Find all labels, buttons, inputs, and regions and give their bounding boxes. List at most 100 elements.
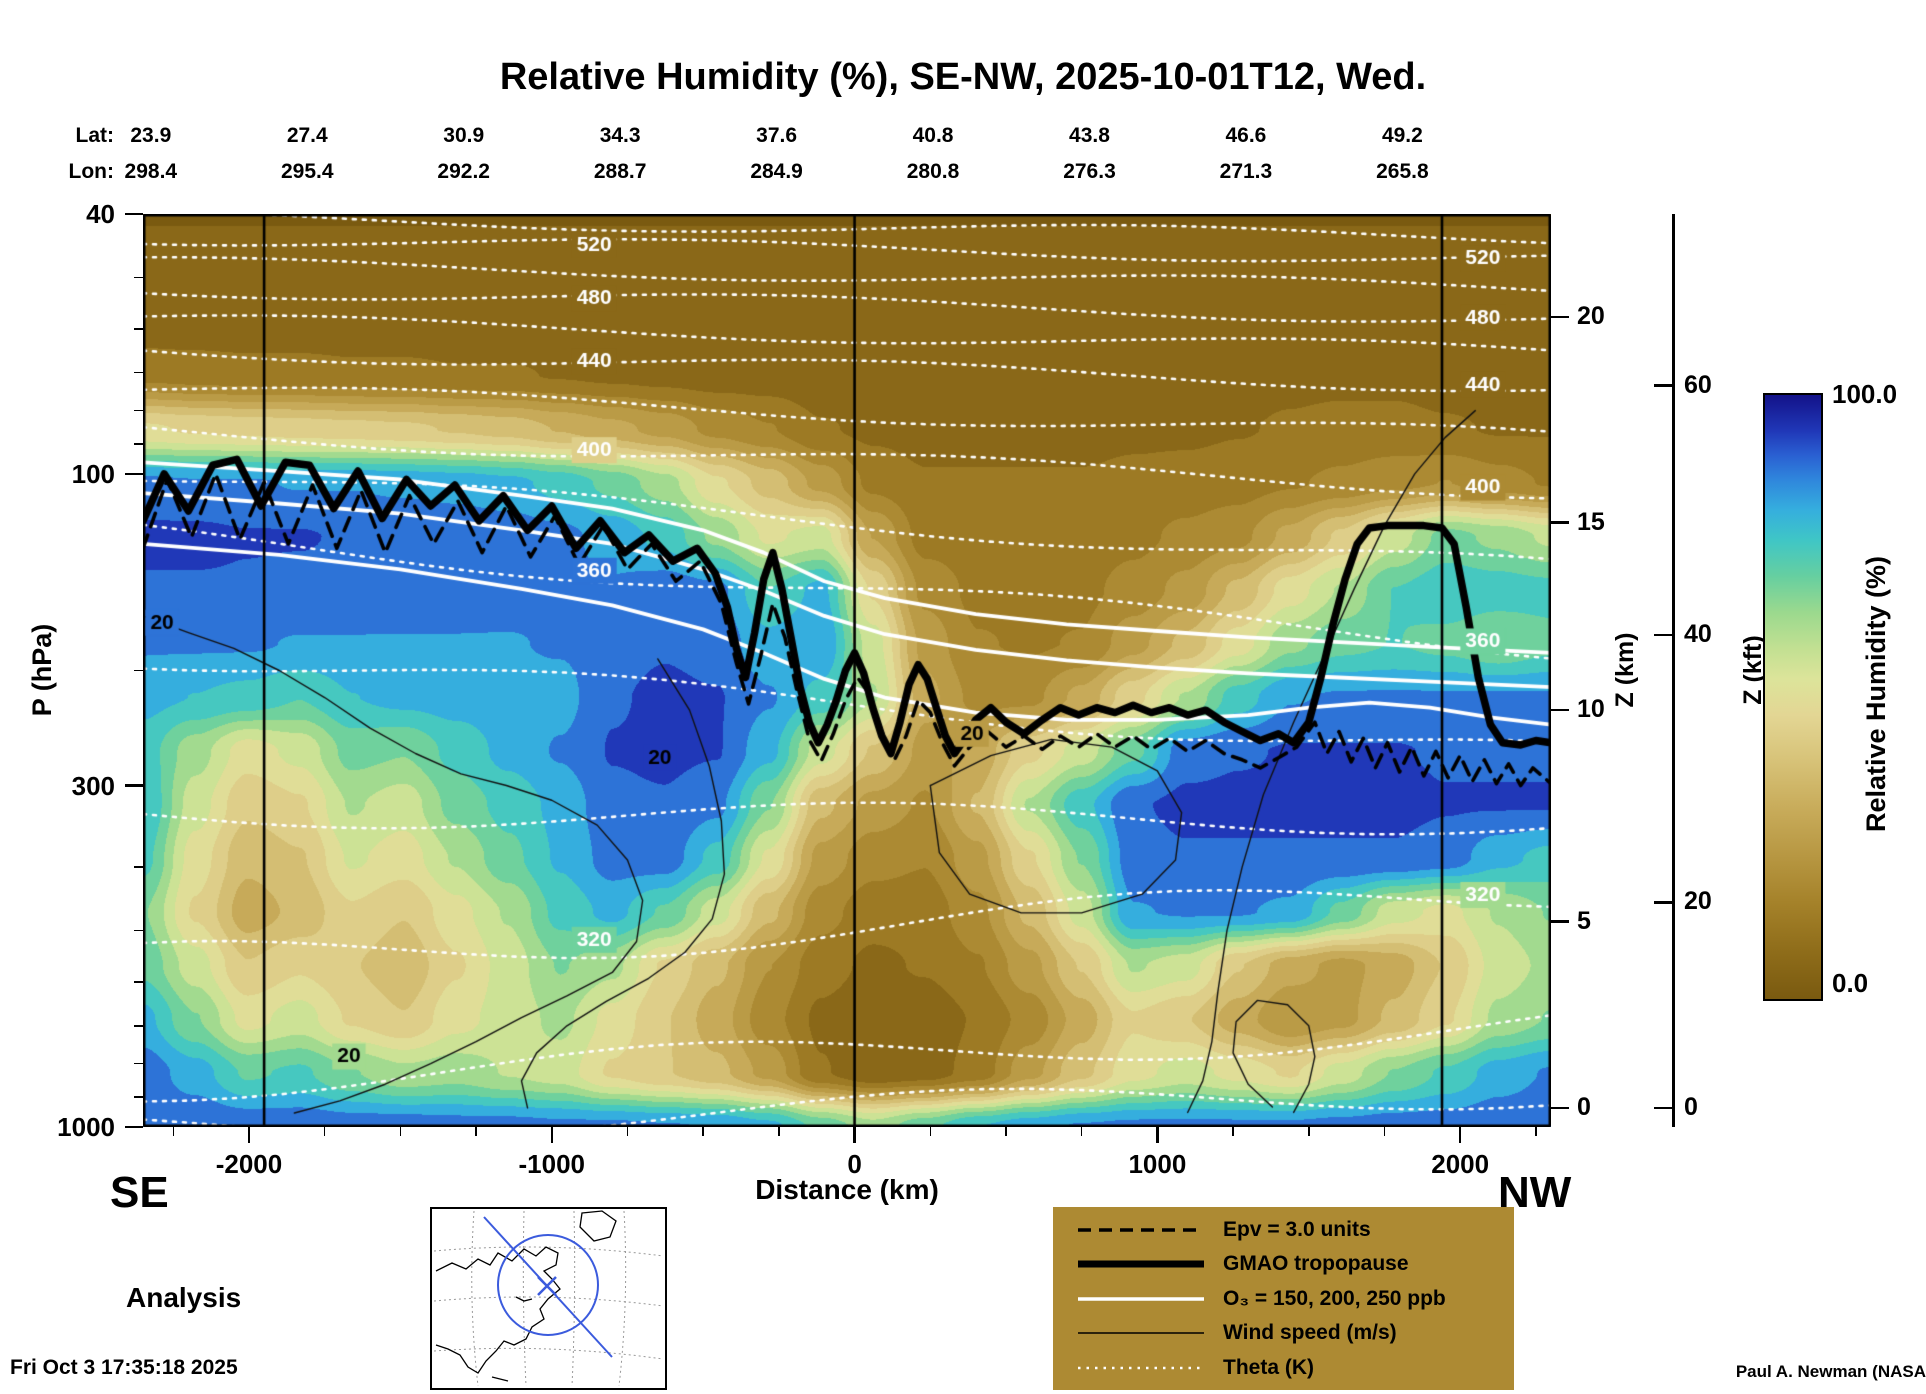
distance-tick-label: 0	[847, 1149, 862, 1179]
z-kft-axis-line	[1672, 214, 1675, 1127]
distance-tick-label: -1000	[518, 1149, 586, 1179]
pressure-minor-tick	[134, 981, 143, 983]
pressure-tick-label: 100	[71, 458, 115, 489]
pressure-tick	[125, 784, 143, 787]
distance-minor-tick	[702, 1127, 704, 1136]
pressure-minor-tick	[134, 443, 143, 445]
distance-minor-tick	[1535, 1127, 1537, 1136]
z-kft-tick	[1654, 384, 1672, 387]
distance-tick-label: 2000	[1431, 1149, 1490, 1179]
waypoint-lat-label: 27.4	[286, 124, 328, 147]
z-km-tick-label: 5	[1577, 906, 1591, 935]
pressure-minor-tick	[134, 409, 143, 412]
distance-minor-tick	[626, 1127, 629, 1136]
z-km-tick	[1551, 1106, 1569, 1110]
z-kft-tick	[1654, 1106, 1672, 1110]
waypoint-lat-label: 49.2	[1381, 124, 1423, 147]
pressure-tick	[125, 472, 143, 476]
pressure-tick-label: 300	[71, 770, 115, 801]
distance-tick	[550, 1127, 554, 1143]
lon-row-label: Lon:	[68, 160, 114, 183]
distance-minor-tick	[1308, 1127, 1310, 1136]
legend-item: O₃ = 150, 200, 250 ppb	[1075, 1287, 1514, 1311]
waypoint-lon-label: 280.8	[906, 160, 960, 183]
lat-row-label: Lat:	[75, 124, 115, 147]
legend-line-sample	[1078, 1366, 1204, 1369]
legend-item-label: O₃ = 150, 200, 250 ppb	[1223, 1286, 1446, 1310]
pressure-tick	[125, 1125, 143, 1129]
map-transect-circle	[497, 1234, 599, 1336]
distance-minor-tick	[323, 1127, 326, 1136]
waypoint-lat-label: 34.3	[599, 124, 641, 147]
analysis-label: Analysis	[126, 1282, 242, 1313]
pressure-minor-tick	[134, 371, 143, 374]
distance-tick-label: -2000	[215, 1149, 283, 1179]
chart-title: Relative Humidity (%), SE-NW, 2025-10-01…	[499, 56, 1427, 98]
endpoint-label-se: SE	[110, 1168, 169, 1217]
map-coastlines	[435, 1210, 617, 1382]
inset-map	[430, 1207, 667, 1390]
z-km-tick-label: 20	[1577, 302, 1605, 331]
z-km-tick-label: 10	[1577, 694, 1605, 723]
distance-tick	[1458, 1127, 1462, 1143]
distance-tick	[853, 1127, 856, 1143]
legend-item-label: Theta (K)	[1223, 1355, 1314, 1379]
waypoint-lon-label: 265.8	[1376, 160, 1429, 183]
legend-box: Epv = 3.0 units GMAO tropopause O₃ = 150, …	[1053, 1207, 1514, 1390]
waypoint-lon-label: 298.4	[124, 160, 178, 183]
distance-minor-tick	[778, 1127, 780, 1136]
waypoint-lon-label: 276.3	[1063, 160, 1116, 183]
distance-minor-tick	[1383, 1127, 1386, 1136]
pressure-tick-label: 1000	[57, 1112, 115, 1142]
legend-line-sample	[1078, 1296, 1204, 1301]
z-km-tick	[1551, 315, 1569, 319]
waypoint-lon-label: 288.7	[593, 160, 647, 183]
pressure-minor-tick	[134, 1025, 143, 1027]
distance-minor-tick	[475, 1127, 477, 1136]
colorbar-max-label: 100.0	[1832, 379, 1898, 409]
z-km-tick	[1551, 521, 1569, 524]
legend-item: Wind speed (m/s)	[1075, 1321, 1514, 1345]
legend-item-label: GMAO tropopause	[1223, 1252, 1409, 1275]
distance-minor-tick	[1005, 1127, 1007, 1136]
waypoint-lat-label: 40.8	[912, 124, 954, 147]
waypoint-lat-label: 23.9	[130, 124, 172, 147]
pressure-tick-label: 40	[86, 199, 115, 229]
legend-line-sample	[1078, 1332, 1204, 1334]
legend-item: GMAO tropopause	[1075, 1252, 1514, 1276]
z-km-axis-title: Z (km)	[1611, 632, 1639, 708]
pressure-minor-tick	[134, 276, 143, 279]
z-kft-tick-label: 40	[1684, 619, 1712, 648]
z-km-tick-label: 15	[1577, 507, 1605, 536]
credit-label: Paul A. Newman (NASA	[1735, 1362, 1926, 1381]
z-kft-tick	[1654, 633, 1672, 637]
colorbar-min-label: 0.0	[1832, 968, 1869, 998]
distance-tick	[1156, 1127, 1159, 1143]
pressure-tick	[125, 212, 143, 216]
pressure-minor-tick	[134, 1096, 143, 1098]
pressure-minor-tick	[134, 328, 143, 330]
z-km-tick-label: 0	[1577, 1092, 1591, 1121]
pressure-minor-tick	[134, 1062, 143, 1065]
distance-tick-label: 1000	[1128, 1149, 1187, 1179]
distance-minor-tick	[172, 1127, 175, 1136]
waypoint-lon-label: 292.2	[437, 160, 490, 183]
waypoint-lat-label: 46.6	[1225, 124, 1267, 147]
legend-line-sample	[1078, 1260, 1204, 1268]
legend-item-label: Wind speed (m/s)	[1223, 1321, 1397, 1344]
distance-minor-tick	[929, 1127, 932, 1136]
z-kft-tick-label: 0	[1684, 1092, 1698, 1121]
distance-minor-tick	[399, 1127, 402, 1136]
rh-field-canvas	[143, 214, 1551, 1127]
waypoint-lat-label: 37.6	[756, 124, 798, 147]
pressure-minor-tick	[134, 929, 143, 932]
waypoint-lat-label: 43.8	[1069, 124, 1110, 147]
map-center-cross	[537, 1276, 557, 1296]
z-km-tick	[1551, 708, 1569, 711]
distance-axis-title: Distance (km)	[755, 1174, 939, 1205]
legend-item: Theta (K)	[1075, 1356, 1514, 1380]
inset-map-svg	[433, 1210, 664, 1387]
colorbar-title: Relative Humidity (%)	[1861, 555, 1891, 833]
colorbar	[1763, 393, 1823, 1001]
